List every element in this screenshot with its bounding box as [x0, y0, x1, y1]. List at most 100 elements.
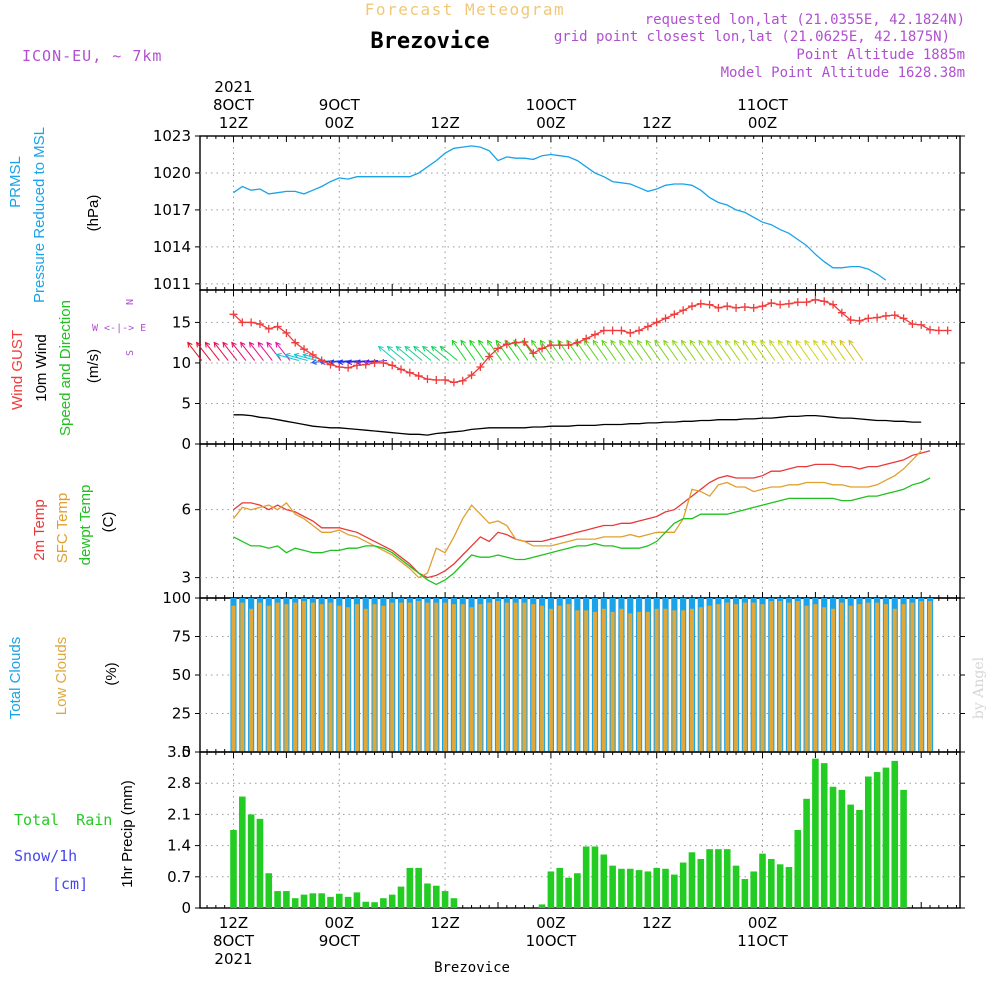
low-cloud-bar: [434, 602, 439, 752]
wind-arrow-head: [786, 339, 793, 346]
rain-bar: [785, 866, 793, 908]
low-cloud-bar: [848, 605, 853, 752]
low-cloud-bar: [302, 601, 307, 752]
low-cloud-bar: [831, 608, 836, 752]
rain-bar: [750, 871, 757, 908]
rain-bar: [397, 886, 405, 908]
wind-arrow: [619, 340, 635, 361]
wind-arrow: [839, 340, 855, 361]
y-tick-label: 1014: [153, 238, 191, 256]
ylabel-total-clouds: Total Clouds: [7, 637, 24, 720]
gust-marker: [538, 344, 547, 353]
ylabel-pressure-msl: Pressure Reduced to MSL: [31, 127, 48, 303]
rain-bar: [626, 868, 634, 908]
grid-point-lonlat: grid point closest lon,lat (21.0625E, 42…: [554, 29, 950, 45]
wind-arrow-head: [328, 359, 335, 365]
gust-marker: [670, 310, 679, 319]
pressure-line: [233, 145, 887, 281]
wind-arrow: [628, 340, 644, 361]
rain-bar: [865, 776, 872, 908]
time-label-bottom: 12Z: [642, 914, 671, 932]
rain-bar: [344, 896, 352, 908]
gust-marker: [494, 344, 503, 353]
low-cloud-bar: [531, 604, 536, 752]
ylabel-celsius: (C): [100, 512, 117, 533]
rain-bar: [318, 893, 325, 908]
time-label-bottom: 10OCT: [526, 932, 577, 950]
wind-arrow-head: [293, 352, 300, 359]
gust-marker: [829, 300, 838, 309]
rain-bar: [891, 760, 899, 908]
wind-arrow-head: [716, 339, 722, 346]
low-cloud-bar: [601, 608, 606, 752]
clouds-panel: 0 25 50 75 100 Total Clouds Low Clouds (%): [7, 589, 965, 761]
wind-arrow: [716, 340, 732, 361]
model-label: ICON-EU, ~ 7km: [22, 47, 162, 65]
wind-arrow: [566, 340, 582, 361]
wind-arrow: [495, 340, 511, 361]
temperature-panel: 3 6 2m Temp SFC Temp dewpt Temp (C): [31, 443, 965, 599]
ylabel-2m-temp: 2m Temp: [31, 499, 48, 560]
gust-marker: [397, 365, 406, 374]
low-cloud-bar: [240, 602, 245, 752]
wind-arrow-head: [627, 339, 634, 346]
wind-arrow: [222, 342, 238, 361]
wind-arrow: [760, 340, 776, 361]
gust-marker: [344, 363, 353, 372]
requested-lonlat: requested lon,lat (21.0355E, 42.1824N): [645, 12, 965, 28]
rain-bar: [812, 758, 819, 908]
wind-arrow-head: [302, 352, 309, 359]
gust-marker: [458, 376, 467, 385]
wind-arrow: [778, 340, 793, 361]
low-cloud-bar: [645, 611, 650, 752]
rain-bar: [247, 814, 255, 908]
wind-arrow-head: [413, 345, 419, 352]
time-label-bottom: 11OCT: [737, 932, 788, 950]
wind-arrow: [584, 340, 599, 361]
wind-arrow-head: [240, 341, 246, 348]
wind-arrow-head: [680, 339, 687, 346]
low-cloud-bar: [416, 601, 421, 752]
low-cloud-bar: [425, 602, 430, 752]
y-tick-label: 25: [172, 705, 191, 723]
gust-marker: [449, 378, 458, 387]
low-cloud-bar: [901, 604, 906, 752]
gust-marker: [749, 303, 758, 312]
temp-2m-line: [233, 450, 931, 579]
rain-bar: [265, 873, 273, 908]
wind-arrow-head: [213, 341, 219, 348]
wind-arrow: [742, 340, 758, 361]
y-tick-label: 1011: [153, 275, 191, 293]
rain-bar: [336, 893, 343, 908]
wind-arrow-head: [284, 352, 291, 359]
rain-bar: [618, 868, 625, 908]
rain-bar: [653, 867, 661, 908]
gust-marker: [273, 322, 282, 331]
low-cloud-bar: [407, 602, 412, 752]
rain-bar: [353, 892, 361, 908]
gust-marker: [317, 356, 326, 365]
snow-label: Snow/1h: [14, 847, 77, 865]
wind-arrow: [540, 340, 555, 361]
low-cloud-bar: [443, 602, 448, 752]
y-tick-label: 5: [181, 394, 191, 412]
time-label-top: 10OCT: [526, 96, 577, 114]
time-label-top: 00Z: [748, 114, 777, 132]
wind-arrow-head: [495, 339, 502, 346]
low-cloud-bar: [637, 611, 642, 752]
gust-marker: [520, 337, 529, 346]
low-cloud-bar: [928, 601, 933, 752]
gust-marker: [529, 349, 538, 358]
gust-marker: [432, 375, 441, 384]
rain-bar: [820, 763, 828, 908]
gust-marker: [379, 358, 388, 367]
time-label-top: 12Z: [219, 114, 248, 132]
wind-arrow-head: [769, 339, 775, 346]
wind-arrow: [413, 346, 432, 361]
gust-marker: [802, 298, 811, 307]
gust-marker: [467, 371, 476, 380]
time-label-bottom: 9OCT: [319, 932, 361, 950]
wind-arrow-head: [601, 339, 607, 346]
time-label-bottom: 8OCT: [213, 932, 255, 950]
rain-bar: [309, 893, 317, 908]
